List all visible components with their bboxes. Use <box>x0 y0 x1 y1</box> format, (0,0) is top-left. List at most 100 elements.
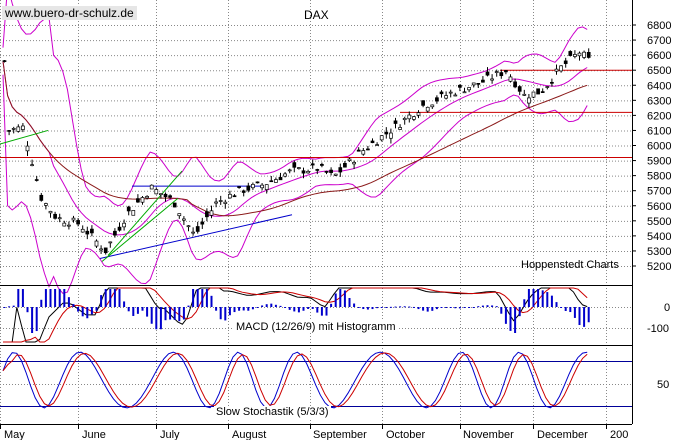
price-panel <box>0 0 632 294</box>
y-tick-label: 6700 <box>647 35 671 47</box>
y-tick-label: 5500 <box>647 216 671 228</box>
macd-histogram-bar <box>334 293 337 307</box>
candle-body <box>122 222 126 228</box>
macd-histogram-bar <box>8 306 11 308</box>
candle-body <box>402 117 407 121</box>
y-tick-label: 5900 <box>647 156 671 168</box>
macd-histogram-bar <box>270 303 273 307</box>
macd-histogram-bar <box>146 307 149 317</box>
candle-body <box>30 164 34 167</box>
macd-histogram-bar <box>141 307 144 311</box>
macd-histogram-bar <box>307 307 310 309</box>
candle-body <box>366 148 370 151</box>
macd-histogram-bar <box>12 305 15 307</box>
candle-body <box>494 71 499 73</box>
candle-body <box>126 206 131 212</box>
candle-body <box>131 210 136 216</box>
candle-body <box>448 91 453 94</box>
candle-body <box>439 91 444 95</box>
x-tick-label: September <box>313 429 367 440</box>
macd-line <box>3 287 588 343</box>
candle-body <box>375 144 379 146</box>
macd-histogram-bar <box>445 307 448 308</box>
stochastic-panel <box>0 351 632 409</box>
candle-body <box>145 196 149 199</box>
macd-histogram-bar <box>408 306 411 308</box>
candle-body <box>306 170 310 174</box>
stoch-y-tick-label: 50 <box>657 379 669 391</box>
candle-body <box>237 186 241 188</box>
macd-histogram-bar <box>541 290 544 307</box>
candle-body <box>154 189 159 195</box>
macd-histogram-bar <box>192 289 195 307</box>
candle-body <box>310 163 315 166</box>
candle-body <box>559 65 563 72</box>
trendline-green-may <box>0 129 49 145</box>
candle-body <box>550 81 554 84</box>
candle-body <box>103 247 108 254</box>
macd-histogram-bar <box>537 289 540 307</box>
macd-histogram-bar <box>3 307 6 308</box>
candle-body <box>25 145 30 152</box>
macd-histogram-bar <box>353 303 356 307</box>
macd-histogram-bar <box>435 307 438 310</box>
macd-histogram-bar <box>86 307 89 319</box>
macd-histogram-bar <box>330 303 333 307</box>
macd-histogram-bar <box>422 307 425 311</box>
candle-body <box>421 100 425 106</box>
macd-histogram-bar <box>182 307 185 320</box>
macd-histogram-bar <box>63 289 66 307</box>
macd-histogram-bar <box>205 289 208 307</box>
candle-body <box>522 93 527 96</box>
candle-body <box>278 177 283 181</box>
candle-body <box>246 185 251 191</box>
macd-histogram-bar <box>90 307 93 315</box>
candle-body <box>80 228 85 233</box>
macd-histogram-bar <box>454 307 457 309</box>
y-tick-label: 6000 <box>647 141 671 153</box>
x-tick-label: August <box>232 429 266 440</box>
candle-body <box>568 51 573 56</box>
candle-body <box>384 131 389 135</box>
y-tick-label: 6200 <box>647 110 671 122</box>
macd-histogram-bar <box>362 307 365 310</box>
macd-histogram-bar <box>210 295 213 307</box>
candle-body <box>11 128 16 130</box>
candle-body <box>508 76 513 82</box>
macd-histogram-bar <box>150 307 153 324</box>
macd-histogram-bar <box>477 306 480 308</box>
macd-histogram-bar <box>26 307 29 313</box>
macd-histogram-bar <box>491 305 494 307</box>
macd-histogram-bar <box>77 307 80 312</box>
candle-body <box>214 201 218 204</box>
macd-histogram-bar <box>58 289 61 307</box>
candle-body <box>416 112 421 116</box>
macd-histogram-bar <box>569 307 572 313</box>
candle-body <box>182 218 186 221</box>
watermark[interactable]: www.buero-dr-schulz.de <box>2 6 137 20</box>
candle-body <box>356 149 361 152</box>
macd-histogram-bar <box>578 307 581 326</box>
macd-histogram-bar <box>325 307 328 316</box>
candle-body <box>540 91 545 93</box>
candle-body <box>389 132 393 139</box>
macd-histogram-bar <box>293 307 296 312</box>
x-tick-label: July <box>160 429 180 440</box>
candle-body <box>430 104 435 108</box>
x-tick-label: May <box>4 429 25 440</box>
macd-histogram-bar <box>261 305 264 307</box>
candle-body <box>274 179 278 183</box>
macd-histogram-bar <box>389 306 392 308</box>
candle-body <box>545 86 550 88</box>
candle-body <box>435 97 439 102</box>
macd-histogram-bar <box>49 289 52 307</box>
candle-body <box>163 193 168 198</box>
stochastic-label: Slow Stochastik (5/3/3) <box>214 406 331 418</box>
macd-histogram-bar <box>371 307 374 310</box>
candle-body <box>283 173 287 177</box>
candle-body <box>481 79 485 83</box>
candle-body <box>53 213 57 219</box>
macd-histogram-bar <box>95 307 98 311</box>
candle-body <box>320 163 324 166</box>
candle-body <box>586 51 591 58</box>
